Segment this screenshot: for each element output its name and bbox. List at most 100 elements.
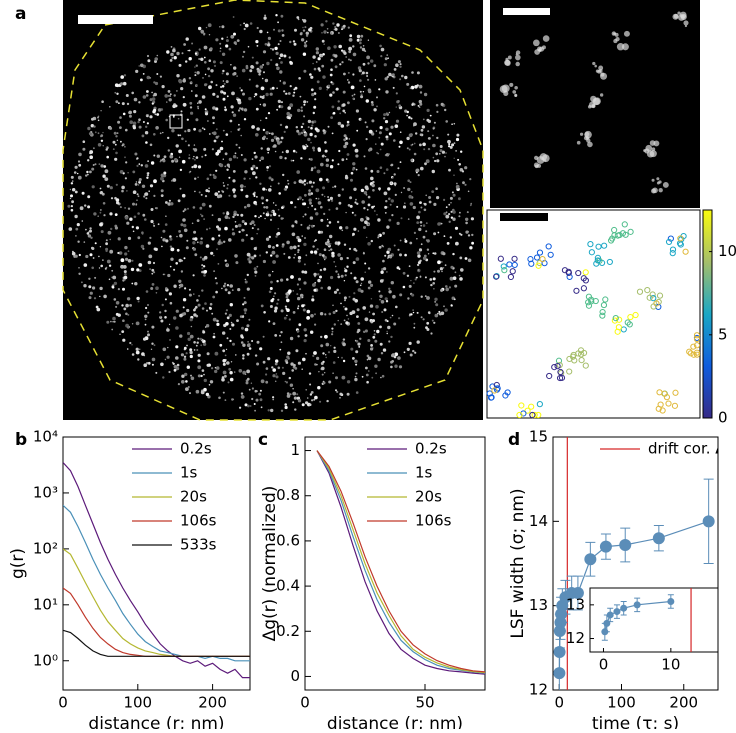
spot (148, 254, 153, 259)
spot (437, 312, 439, 315)
spot (303, 69, 307, 73)
y-tick-label: 0.4 (276, 577, 300, 595)
localization (677, 241, 684, 248)
spot (264, 14, 267, 17)
spot (240, 134, 242, 137)
spot (442, 267, 445, 269)
colorbar-tick-label: 0 (718, 409, 728, 427)
localization (491, 387, 498, 394)
spot (303, 242, 307, 247)
spot (215, 107, 219, 111)
spot (419, 221, 423, 224)
spot (149, 98, 153, 102)
spot (306, 101, 309, 103)
spot (347, 79, 349, 81)
spot (256, 340, 260, 344)
spot (280, 105, 284, 109)
localization (516, 411, 523, 419)
localization (626, 321, 633, 328)
spot (254, 275, 257, 277)
spot (212, 92, 216, 96)
spot (280, 341, 283, 344)
spot (85, 228, 87, 231)
spot (285, 381, 288, 384)
spot (416, 263, 420, 267)
spot (406, 136, 410, 141)
spot (651, 178, 655, 182)
spot (124, 273, 127, 276)
spot (126, 348, 129, 350)
spot (331, 330, 334, 333)
spot (325, 20, 328, 23)
spot (426, 239, 430, 243)
spot (156, 113, 160, 116)
spot (542, 35, 550, 42)
spot (303, 180, 306, 183)
spot (464, 257, 468, 260)
spot (346, 314, 348, 317)
spot (186, 344, 188, 347)
spot (460, 268, 464, 272)
localization (693, 349, 701, 356)
spot (384, 120, 389, 124)
spot (124, 146, 126, 148)
spot (348, 58, 350, 61)
spot (166, 328, 170, 332)
spot (189, 350, 193, 355)
spot (202, 265, 206, 268)
spot (249, 405, 252, 407)
spot (328, 249, 331, 252)
spot (244, 278, 247, 281)
x-axis-label: distance (r; nm) (88, 714, 224, 729)
spot (407, 297, 410, 300)
spot (138, 263, 143, 267)
spot (124, 177, 127, 180)
spot (331, 333, 334, 336)
spot (165, 287, 168, 290)
spot (408, 284, 412, 288)
panel-label: c (258, 430, 268, 450)
spot (337, 356, 339, 359)
spot (262, 187, 266, 191)
spot (399, 78, 402, 81)
spot (399, 253, 402, 257)
spot (297, 399, 302, 403)
spot (123, 74, 127, 77)
spot (253, 224, 256, 226)
spot (196, 241, 199, 244)
spot (333, 323, 336, 326)
spot (134, 282, 138, 286)
spot (333, 346, 336, 349)
spot (232, 215, 235, 219)
spot (376, 329, 380, 334)
spot (134, 152, 138, 156)
spot (344, 267, 346, 270)
spot (461, 170, 465, 173)
spot (409, 87, 412, 90)
spot (349, 196, 353, 200)
localization (524, 407, 531, 414)
spot (191, 222, 194, 225)
localization (580, 349, 588, 357)
spot (584, 131, 590, 137)
spot (339, 112, 342, 115)
spot (179, 313, 183, 318)
spot (355, 109, 359, 113)
spot (362, 306, 367, 310)
spot (250, 167, 254, 171)
spot (313, 240, 316, 243)
spot (155, 286, 159, 291)
spot (263, 135, 266, 139)
spot (185, 387, 189, 391)
spot (436, 196, 440, 200)
spot (256, 26, 259, 30)
spot (388, 72, 392, 77)
spot (129, 304, 133, 307)
spot (439, 149, 443, 153)
spot (399, 63, 402, 66)
spot (303, 328, 307, 332)
spot (219, 61, 223, 65)
spot (312, 146, 315, 150)
spot (270, 185, 272, 188)
spot (285, 295, 289, 299)
